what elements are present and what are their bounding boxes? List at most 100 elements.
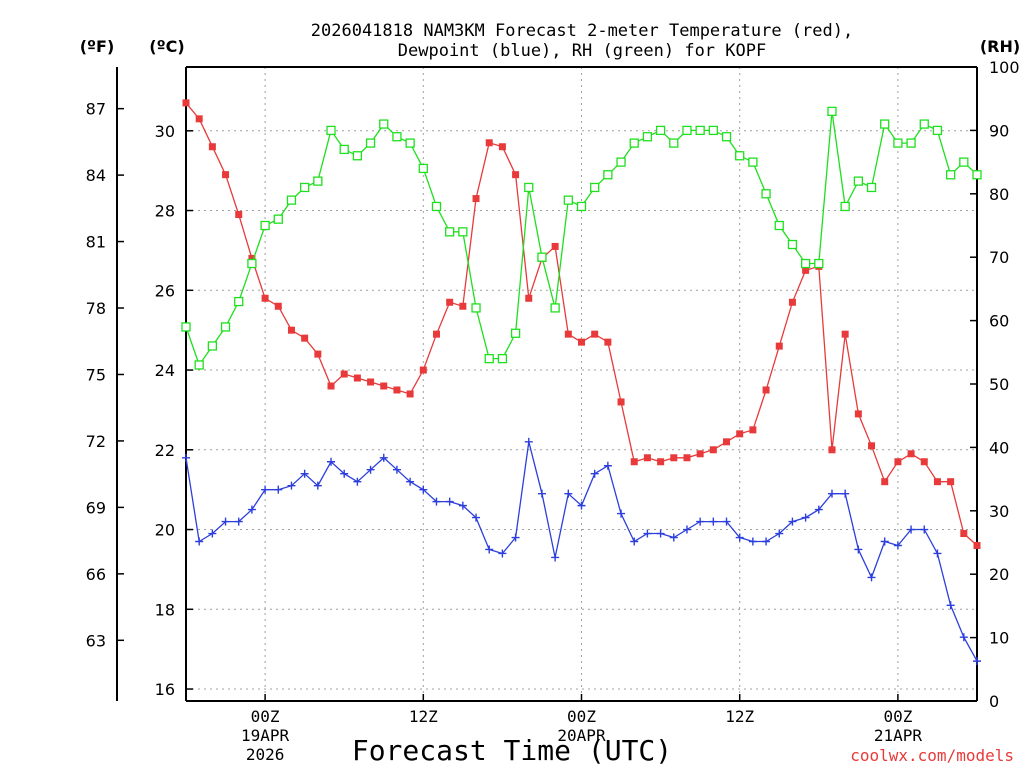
temperature-point (419, 366, 427, 374)
x-tick-date-label: 19APR (241, 726, 290, 745)
rh-point (629, 138, 639, 148)
fahrenheit-tick-label: 72 (86, 432, 106, 451)
celsius-tick-label: 22 (155, 441, 175, 460)
rh-point (748, 157, 758, 167)
rh-point (576, 201, 587, 212)
temperature-point (683, 454, 691, 462)
credit-text: coolwx.com/models (850, 746, 1014, 765)
celsius-tick-label: 28 (155, 202, 175, 221)
dewpoint-point (801, 513, 810, 522)
dewpoint-point (498, 549, 507, 558)
rh-point (761, 189, 771, 199)
x-axis-title: Forecast Time (UTC) (352, 734, 672, 767)
dewpoint-point (867, 573, 876, 582)
rh-point (932, 125, 943, 136)
temperature-point (657, 458, 665, 466)
temperature-point (195, 115, 203, 123)
rh-point (194, 360, 204, 370)
dewpoint-point (854, 545, 863, 554)
dewpoint-point (762, 537, 771, 546)
temperature-point (802, 266, 810, 274)
temperature-point (380, 382, 388, 390)
rh-point (642, 132, 653, 142)
rh-point (827, 106, 837, 117)
temperature-point (604, 338, 612, 346)
rh-point (497, 353, 508, 364)
dewpoint-point (656, 529, 665, 538)
dewpoint-point (907, 525, 916, 534)
dewpoint-point (247, 505, 256, 514)
dewpoint-point (195, 537, 204, 546)
temperature-point (933, 478, 941, 486)
temperature-point (907, 450, 915, 458)
rh-tick-label: 20 (989, 565, 1009, 584)
rh-point (510, 328, 521, 338)
rh-point (616, 157, 626, 167)
dewpoint-point (353, 477, 362, 486)
rh-point (299, 182, 310, 193)
rh-tick-label: 30 (989, 502, 1009, 521)
dewpoint-point (748, 537, 757, 546)
rh-point (273, 214, 283, 224)
temperature-point (367, 378, 375, 386)
rh-axis-unit: (RH) (980, 37, 1020, 56)
temperature-point (222, 171, 230, 179)
temperature-point (301, 334, 309, 342)
temperature-point (591, 330, 599, 338)
rh-tick-label: 0 (989, 692, 999, 711)
temperature-point (749, 426, 757, 434)
dewpoint-point (406, 477, 415, 486)
dewpoint-point (933, 549, 942, 558)
dewpoint-point (735, 533, 744, 542)
fahrenheit-tick-label: 66 (86, 565, 106, 584)
temperature-point (960, 530, 968, 538)
dewpoint-point (564, 489, 573, 498)
dewpoint-point (327, 457, 336, 466)
x-tick-date-label: 20APR (557, 726, 606, 745)
rh-point (893, 138, 903, 148)
dewpoint-point (537, 489, 546, 498)
rh-point (326, 125, 336, 136)
rh-point (682, 125, 692, 136)
rh-point (234, 296, 244, 307)
temperature-point (828, 446, 836, 454)
dewpoint-point (445, 497, 454, 506)
fahrenheit-tick-label: 63 (86, 631, 106, 650)
temperature-point (578, 338, 585, 346)
rh-point (379, 119, 389, 129)
temperature-point (630, 458, 638, 466)
temperature-point (723, 438, 731, 446)
fahrenheit-tick-label: 84 (86, 166, 106, 185)
dewpoint-point (392, 465, 401, 474)
temperature-point (696, 450, 704, 458)
chart-title-line2: Dewpoint (blue), RH (green) for KOPF (398, 41, 766, 61)
rh-point (880, 119, 890, 129)
rh-point (431, 201, 442, 212)
rh-point (721, 132, 732, 142)
temperature-point (643, 454, 651, 462)
dewpoint-point (590, 469, 599, 478)
temperature-point (973, 541, 981, 549)
fahrenheit-tick-label: 69 (86, 498, 106, 517)
rh-tick-label: 40 (989, 438, 1009, 457)
dewpoint-point (722, 517, 731, 526)
celsius-tick-label: 16 (155, 680, 175, 699)
rh-point (537, 252, 547, 262)
dewpoint-point (630, 537, 639, 546)
temperature-point (617, 398, 625, 406)
dewpoint-point (682, 525, 691, 534)
rh-point (603, 170, 613, 180)
rh-point (800, 258, 811, 269)
fahrenheit-axis-unit: (ºF) (80, 37, 115, 56)
rh-point (695, 125, 705, 136)
plot-axes: 16 18 20 22 24 26 28 30 63 66 69 72 75 78 81 84 87 0 10 20 3… (86, 58, 1020, 764)
temperature-point (274, 302, 282, 310)
rh-tick-label: 80 (989, 185, 1009, 204)
rh-point (313, 176, 323, 186)
temperature-point (512, 171, 520, 179)
dewpoint-point (577, 501, 586, 510)
temperature-point (498, 143, 506, 151)
rh-point (814, 258, 824, 269)
dewpoint-point (313, 481, 322, 490)
dewpoint-point (617, 509, 626, 518)
